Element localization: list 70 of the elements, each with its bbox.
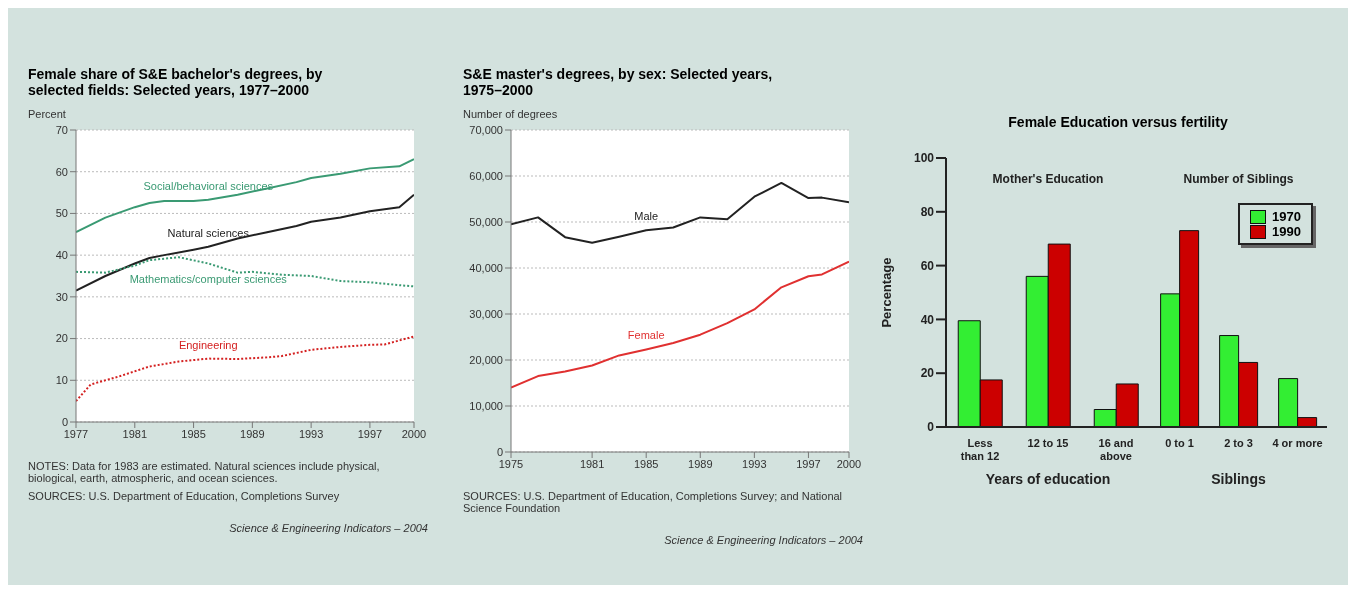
x-tick-label: 1993	[742, 457, 767, 470]
x-tick-label: 16 and above	[1098, 437, 1134, 462]
y-tick-label: 60	[920, 258, 935, 273]
series-label: Male	[634, 210, 659, 223]
text: Science & Engineering Indicators – 2004	[228, 522, 428, 534]
source-note: SOURCES: U.S. Department of Education, Completions Survey	[28, 490, 341, 502]
y-tick-label: 40	[920, 312, 935, 327]
x-tick-label: 1989	[240, 427, 265, 440]
line-series	[76, 335, 414, 403]
y-tick-label: 100	[913, 151, 935, 166]
x-tick-label: 1977	[63, 427, 89, 440]
y-tick-label: 30	[55, 290, 68, 303]
y-tick-label: 40	[55, 249, 68, 262]
x-tick-label: 1993	[298, 427, 324, 440]
series-label: Social/behavioral sciences	[143, 179, 274, 192]
series-label: Mathematics/computer sciences	[129, 273, 288, 286]
x-tick-label: 1997	[796, 457, 821, 470]
line-series	[76, 256, 414, 288]
x-tick-label: 1975	[498, 457, 524, 470]
x-tick-label: 4 or more	[1272, 437, 1323, 449]
y-tick-label: 30,000	[469, 307, 503, 320]
y-tick-label: 0	[927, 420, 935, 435]
annotation: Mother's Education	[991, 172, 1105, 186]
y-tick-label: 10,000	[469, 399, 503, 412]
series-label: Female	[627, 329, 665, 342]
x-tick-label: 1985	[633, 457, 659, 470]
y-tick-label: 60,000	[469, 169, 503, 182]
y-axis-title: Percent	[28, 108, 67, 120]
x-tick-label: 0 to 1	[1165, 437, 1194, 449]
y-tick-label: 20	[920, 366, 935, 381]
text: NOTES: Data for 1983 are estimated. Natural sciences include physical, biological, earth, atmospheric, and ocean sciences.	[28, 460, 381, 484]
series-label: Natural sciences	[167, 226, 250, 239]
y-tick-label: 70,000	[469, 123, 503, 136]
line-series	[76, 193, 414, 292]
line-series	[511, 260, 849, 389]
annotation: Number of Siblings	[1182, 172, 1295, 186]
x-tick-label: 1981	[579, 457, 605, 470]
y-tick-label: 60	[55, 165, 68, 178]
y-tick-label: 50,000	[469, 215, 503, 228]
y-tick-label: 10	[55, 374, 68, 387]
x-axis-title: Years of education	[984, 471, 1112, 487]
line-series	[511, 181, 849, 244]
y-tick-label: 0	[61, 415, 68, 428]
x-tick-label: 12 to 15	[1027, 437, 1069, 449]
y-axis-title: Percentage	[878, 257, 894, 328]
x-axis-title: Siblings	[1210, 471, 1267, 487]
y-tick-label: 20	[55, 332, 68, 345]
x-tick-label: 1985	[181, 427, 206, 440]
x-tick-label: 1981	[122, 427, 148, 440]
text: Science & Engineering Indicators – 2004	[663, 534, 863, 546]
x-tick-label: 1989	[688, 457, 713, 470]
y-tick-label: 70	[55, 123, 68, 136]
series-label: Engineering	[178, 338, 238, 351]
chart-title: Female share of S&E bachelor's degrees, by selected fields: Selected years, 1977–2000	[28, 66, 324, 100]
chart-title: S&E master's degrees, by sex: Selected years, 1975–2000	[463, 66, 774, 100]
legend-label: 1990	[1272, 224, 1301, 239]
x-tick-label: 1997	[357, 427, 383, 440]
y-tick-label: 50	[55, 207, 68, 220]
chart-title: Female Education versus fertility	[1007, 114, 1229, 130]
y-tick-label: 20,000	[469, 353, 503, 366]
legend-label: 1970	[1272, 209, 1301, 224]
y-tick-label: 80	[920, 205, 935, 220]
source-note: SOURCES: U.S. Department of Education, Completions Survey; and National Science Foundation	[463, 490, 844, 514]
x-tick-label: 2 to 3	[1224, 437, 1253, 449]
y-tick-label: 40,000	[469, 261, 503, 274]
x-tick-label: 2000	[401, 427, 427, 440]
x-tick-label: Less than 12	[960, 437, 1000, 462]
y-tick-label: 0	[496, 445, 503, 458]
y-axis-title: Number of degrees	[463, 108, 559, 120]
x-tick-label: 2000	[836, 457, 862, 470]
